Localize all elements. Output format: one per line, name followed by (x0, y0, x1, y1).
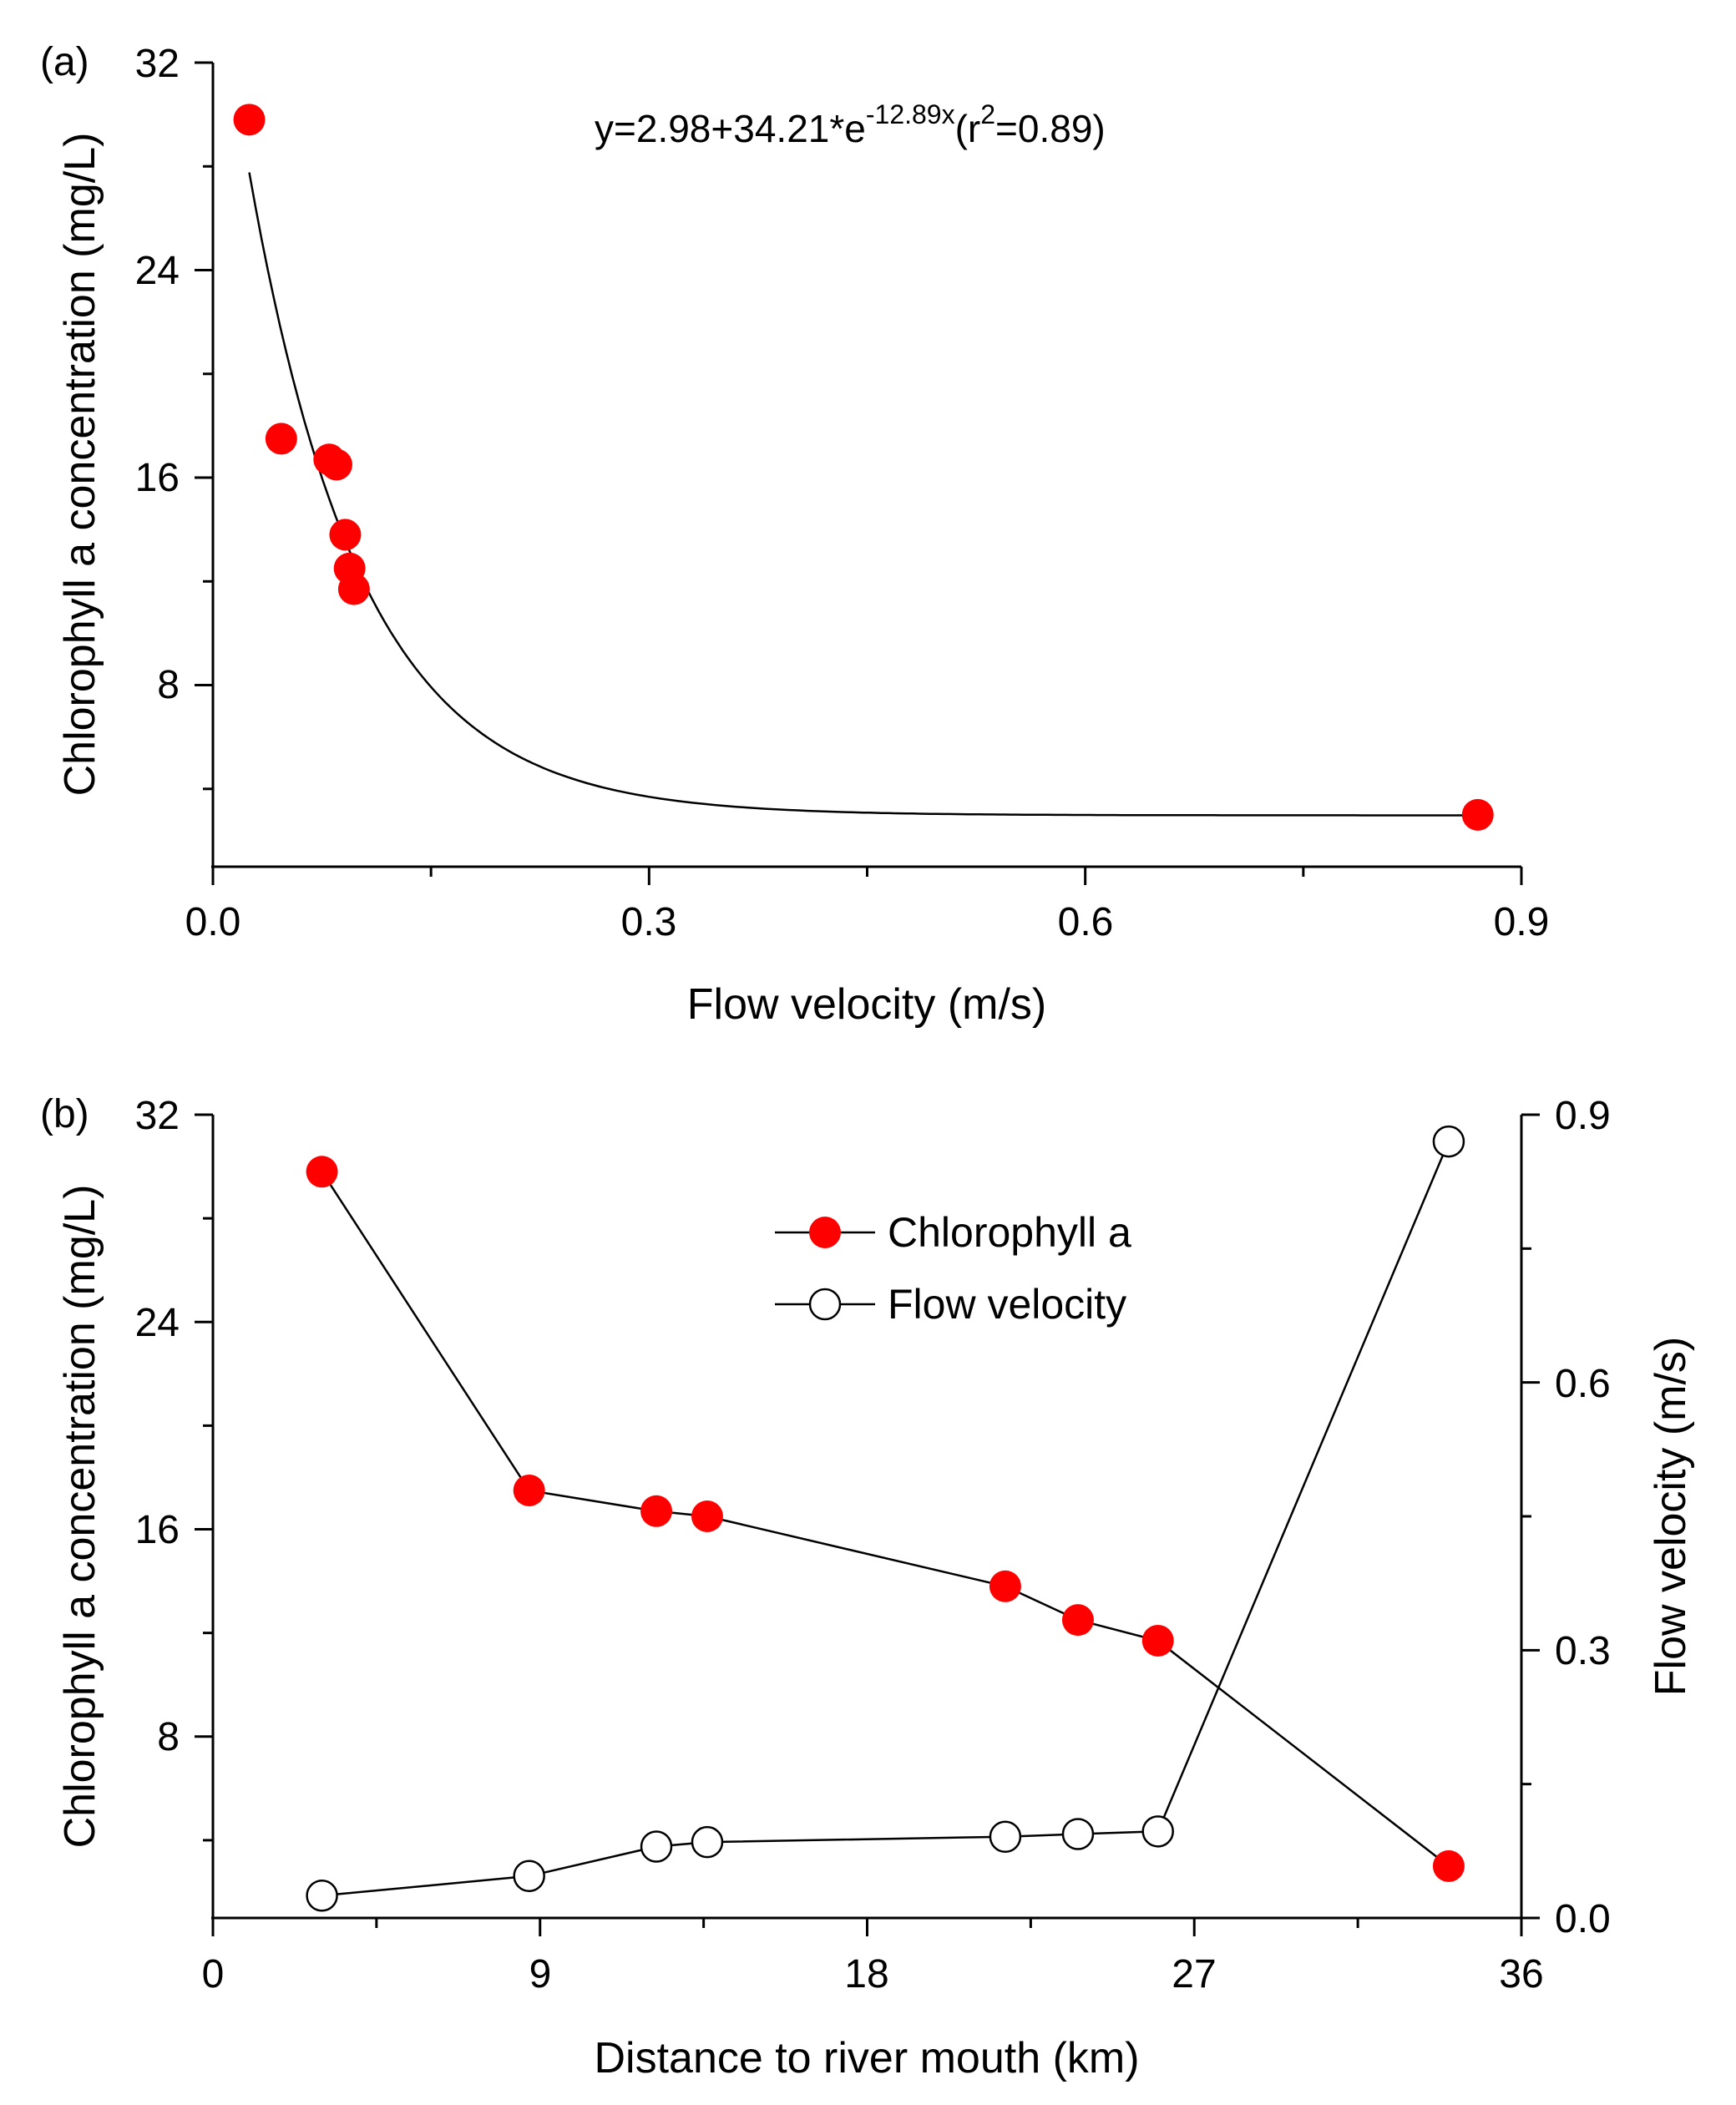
panel-a-fit-equation: y=2.98+34.21*e-12.89x(r2=0.89) (595, 99, 1106, 150)
panel-b-right-y-axis-title: Flow velocity (m/s) (1647, 1337, 1695, 1696)
panel-b-right-y-ticks (1521, 1113, 1540, 1920)
legend-marker-flow-velocity (808, 1288, 842, 1321)
panel-a: (a) 0.0 0.3 0.6 0.9 8 16 24 32 Flow velo… (40, 40, 1549, 1029)
equation-r-exponent: 2 (980, 99, 995, 129)
panel-b-x-tick-label-36: 36 (1499, 1952, 1543, 1996)
panel-a-fit-curve (248, 172, 1478, 817)
panel-a-label: (a) (40, 40, 89, 84)
panel-b-x-tick-label-27: 27 (1172, 1952, 1216, 1996)
panel-a-data-point (265, 423, 297, 455)
panel-a-data-point (329, 519, 362, 551)
panel-b-series-0-point (640, 1495, 673, 1527)
panel-b-x-tick-label-9: 9 (529, 1952, 552, 1996)
panel-b-series-0-point (691, 1500, 723, 1532)
panel-a-data-point (320, 448, 352, 481)
panel-a-data-point (337, 573, 370, 605)
panel-a-x-tick-label-1: 0.3 (621, 900, 677, 944)
panel-b-axes (211, 1115, 1523, 1920)
panel-a-y-tick-label-32: 32 (135, 42, 180, 86)
panel-b-series-0-point (1141, 1624, 1174, 1657)
panel-a-data-point (1461, 798, 1494, 831)
panel-b-series-1-point (640, 1830, 673, 1863)
panel-b-series-1-point (989, 1820, 1022, 1853)
panel-b-x-tick-label-18: 18 (844, 1952, 888, 1996)
panel-b-series-0-point (1432, 1849, 1465, 1882)
panel-b-y-tick-label-16: 16 (135, 1508, 180, 1552)
panel-b-y-tick-label-32: 32 (135, 1094, 180, 1138)
equation-suffix: =0.89) (995, 107, 1106, 150)
panel-b-series-0-point (306, 1156, 338, 1188)
panel-a-x-tick-label-2: 0.6 (1058, 900, 1114, 944)
panel-b-series-1-point (1141, 1815, 1174, 1848)
panel-a-y-ticks (195, 61, 213, 791)
panel-a-y-axis-title: Chlorophyll a concentration (mg/L) (56, 133, 104, 797)
panel-b-y-tick-label-8: 8 (157, 1715, 180, 1759)
panel-b-series-1-point (691, 1825, 724, 1859)
panel-a-y-tick-label-24: 24 (135, 249, 180, 293)
panel-a-x-tick-label-0: 0.0 (185, 900, 241, 944)
panel-b-series-0-point (989, 1570, 1021, 1602)
panel-a-data-point (233, 104, 266, 136)
panel-b-right-tick-label-0.0: 0.0 (1555, 1897, 1611, 1941)
panel-b-right-tick-label-0.6: 0.6 (1555, 1362, 1611, 1406)
panel-b-y-tick-label-24: 24 (135, 1301, 180, 1345)
panel-b-series (306, 1125, 1465, 1912)
panel-b-label: (b) (40, 1092, 89, 1136)
panel-b-series-1-point (1061, 1818, 1095, 1850)
panel-b-x-axis-title: Distance to river mouth (km) (594, 2034, 1139, 2082)
panel-a-x-axis-title: Flow velocity (m/s) (687, 980, 1046, 1029)
panel-a-x-ticks (211, 867, 1523, 885)
panel-a-x-tick-label-3: 0.9 (1494, 900, 1550, 944)
equation-r-open: (r (955, 107, 981, 150)
panel-b-legend: Chlorophyll a Flow velocity (775, 1209, 1131, 1328)
panel-b-series-line-1 (321, 1141, 1450, 1897)
panel-a-y-tick-label-8: 8 (157, 663, 180, 707)
panel-b-x-ticks (211, 1918, 1523, 1936)
panel-b-series-line-0 (321, 1171, 1450, 1867)
panel-b-left-y-axis-title: Chlorophyll a concentration (mg/L) (56, 1185, 104, 1849)
legend-label-flow-velocity: Flow velocity (888, 1281, 1126, 1328)
legend-marker-chlorophyll (809, 1217, 841, 1248)
panel-b-x-tick-label-0: 0 (202, 1952, 225, 1996)
legend-label-chlorophyll: Chlorophyll a (888, 1209, 1131, 1256)
panel-b-series-1-point (513, 1860, 545, 1893)
equation-prefix: y=2.98+34.21*e (595, 107, 866, 150)
panel-b-right-tick-label-0.3: 0.3 (1555, 1629, 1611, 1673)
panel-b-right-tick-label-0.9: 0.9 (1555, 1094, 1611, 1138)
equation-exponent: -12.89x (866, 99, 955, 129)
panel-b-series-1-point (306, 1880, 338, 1912)
panel-b-series-0-point (513, 1474, 545, 1506)
panel-b-series-1-point (1432, 1125, 1465, 1158)
panel-a-y-tick-label-16: 16 (135, 456, 180, 500)
panel-b-left-y-ticks (195, 1113, 213, 1842)
panel-b-series-0-point (1061, 1604, 1094, 1637)
panel-a-points (233, 104, 1494, 831)
panel-b: (b) 0 9 18 27 36 8 16 24 32 0.0 0.3 0.6 … (40, 1092, 1695, 2082)
panel-a-axes (211, 63, 1521, 868)
